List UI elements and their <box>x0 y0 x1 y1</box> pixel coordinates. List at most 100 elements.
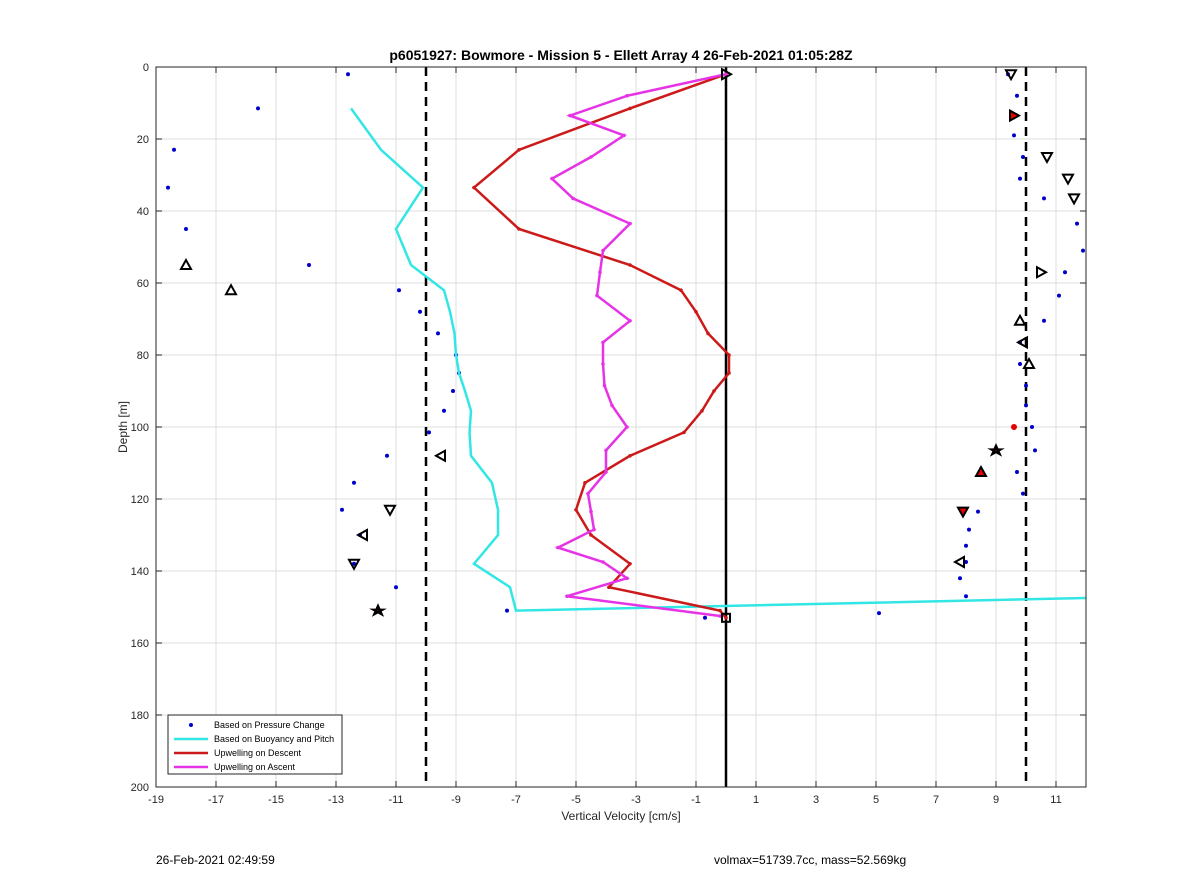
pressure-point <box>967 527 971 532</box>
upwelling-on-ascent-point <box>622 133 626 138</box>
tri-down-marker <box>347 558 361 571</box>
pressure-point <box>172 147 176 152</box>
footer-timestamp: 26-Feb-2021 02:49:59 <box>156 853 275 867</box>
pressure-point <box>976 509 980 514</box>
pressure-point <box>397 288 401 293</box>
y-tick-label: 80 <box>137 350 149 362</box>
legend-entry-label: Based on Buoyancy and Pitch <box>214 734 334 744</box>
upwelling-on-ascent-point <box>604 470 608 474</box>
pressure-point <box>442 408 446 413</box>
upwelling-on-descent-point <box>724 616 728 620</box>
x-tick-label: -9 <box>451 794 461 806</box>
tri-up-marker <box>179 257 193 270</box>
pressure-point <box>1024 383 1028 388</box>
pressure-point <box>385 453 389 458</box>
pressure-point <box>964 543 968 548</box>
tri-left-marker <box>952 555 965 569</box>
x-tick-label: -19 <box>148 794 164 806</box>
grid-lines <box>155 66 1086 788</box>
star-marker <box>369 603 387 617</box>
upwelling-on-descent-point <box>682 430 686 435</box>
y-tick-label: 60 <box>137 278 149 290</box>
upwelling-on-descent-point <box>712 389 716 393</box>
pressure-point <box>1063 270 1067 275</box>
y-tick-label: 40 <box>137 206 149 218</box>
tri-up-marker <box>1013 313 1027 326</box>
upwelling-on-ascent-point <box>628 221 632 226</box>
pressure-point <box>352 480 356 485</box>
upwelling-on-ascent-point <box>589 509 593 514</box>
pressure-point <box>1081 248 1085 253</box>
pressure-point <box>352 561 356 566</box>
tri-left-marker <box>355 528 368 542</box>
upwelling-on-ascent-point <box>556 545 560 550</box>
x-tick-label: -5 <box>571 794 581 806</box>
y-tick-label: 140 <box>131 566 149 578</box>
upwelling-on-descent-point <box>628 263 632 267</box>
upwelling-on-ascent-point <box>595 293 599 298</box>
upwelling-on-descent-point <box>727 353 731 357</box>
pressure-point <box>1012 133 1016 138</box>
pressure-point <box>340 507 344 512</box>
upwelling-on-ascent-point <box>598 270 602 275</box>
pressure-point <box>418 309 422 314</box>
upwelling-on-ascent-point <box>625 94 629 98</box>
y-tick-label: 0 <box>143 62 149 74</box>
legend-entry-label: Upwelling on Ascent <box>214 762 296 772</box>
axis-ticks: -19 -17 -15 -13 -11 -9 -7 -5 -3 -1 1 3 5 7 9 1102040608… <box>131 62 1086 806</box>
upwelling-on-descent-point <box>574 508 578 512</box>
pressure-point <box>394 585 398 590</box>
upwelling-on-ascent-point <box>625 425 629 429</box>
upwelling-on-descent-point <box>472 185 476 190</box>
upwelling-on-ascent-point <box>604 448 608 453</box>
upwelling-on-descent-point <box>694 310 698 314</box>
tri-right-marker <box>721 67 734 81</box>
upwelling-on-descent-point <box>628 562 632 566</box>
pressure-point <box>346 72 350 77</box>
pressure-point <box>703 615 707 620</box>
footer-glider-params: volmax=51739.7cc, mass=52.569kg <box>714 853 907 867</box>
pressure-point <box>964 594 968 599</box>
upwelling-on-descent-point <box>700 409 704 413</box>
y-tick-label: 160 <box>131 638 149 650</box>
pressure-point <box>1021 155 1025 159</box>
upwelling-on-descent-point <box>718 608 722 613</box>
y-tick-label: 200 <box>131 782 149 794</box>
tri-left-marker <box>1015 335 1028 350</box>
pressure-point <box>1033 448 1037 453</box>
tri-down-marker <box>956 506 970 519</box>
pressure-point <box>1021 491 1025 496</box>
pressure-point <box>307 263 311 267</box>
upwelling-on-ascent-point <box>565 594 569 598</box>
upwelling-on-descent-point <box>679 288 683 293</box>
upwelling-on-descent-point <box>517 148 521 152</box>
upwelling-on-descent-point <box>607 585 611 589</box>
pressure-point <box>166 185 170 190</box>
tri-right-marker <box>1009 108 1022 123</box>
x-tick-label: 5 <box>873 794 879 806</box>
pressure-point <box>1042 318 1046 323</box>
upwelling-on-descent-point <box>583 481 587 485</box>
upwelling-on-ascent-point <box>610 403 614 408</box>
y-axis-label: Depth [m] <box>116 401 130 453</box>
square-marker <box>721 612 731 623</box>
upwelling-on-ascent-point <box>724 72 728 76</box>
upwelling-on-ascent-point <box>592 527 596 532</box>
y-tick-label: 120 <box>131 494 149 506</box>
reference-lines <box>424 67 1028 787</box>
based-on-buoyancy-and-pitch-line <box>349 107 1086 612</box>
y-tick-label: 100 <box>131 422 149 434</box>
chart-title: p6051927: Bowmore - Mission 5 - Ellett A… <box>389 47 853 63</box>
tri-up-marker <box>224 283 238 296</box>
pressure-point <box>1042 196 1046 201</box>
pressure-point <box>1015 93 1019 98</box>
pressure-point <box>1057 293 1061 298</box>
pressure-point <box>958 576 962 581</box>
x-tick-label: 11 <box>1050 794 1061 806</box>
pressure-point <box>1075 221 1079 226</box>
upwelling-on-descent-point <box>589 533 593 537</box>
pressure-point <box>436 331 440 336</box>
upwelling-on-ascent-line <box>549 72 727 618</box>
x-tick-label: -17 <box>208 794 224 806</box>
